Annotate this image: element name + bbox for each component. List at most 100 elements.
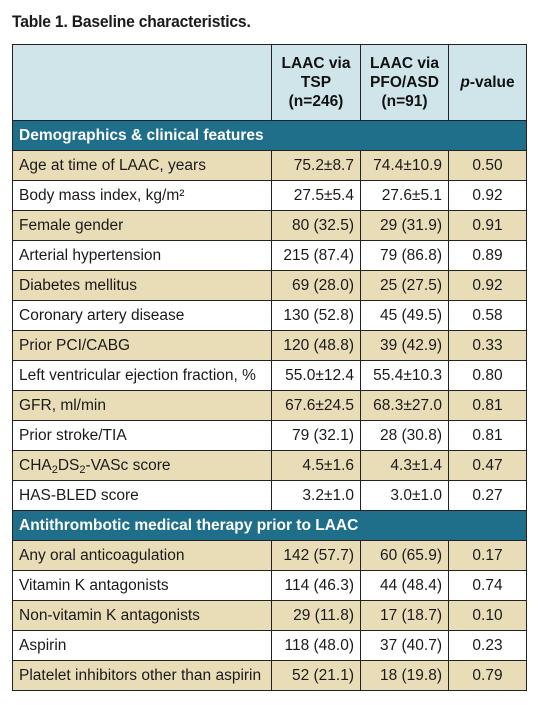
header-p-value: p-value <box>448 44 527 121</box>
header-row: LAAC via TSP (n=246) LAAC via PFO/ASD (n… <box>12 44 527 121</box>
value-pfo-asd: 39 (42.9) <box>360 330 449 361</box>
value-tsp: 52 (21.1) <box>271 660 361 691</box>
row-label: Arterial hypertension <box>12 240 272 271</box>
value-tsp: 29 (11.8) <box>271 600 361 631</box>
label-text: CHA <box>19 456 52 474</box>
value-p: 0.50 <box>448 150 527 181</box>
table-row: Coronary artery disease 130 (52.8) 45 (49.… <box>12 300 527 331</box>
table-row: Vitamin K antagonists 114 (46.3) 44 (48.4)… <box>12 570 527 601</box>
value-tsp: 69 (28.0) <box>271 270 361 301</box>
table-row: Arterial hypertension 215 (87.4) 79 (86.8)… <box>12 240 527 271</box>
section-header-row: Demographics & clinical features <box>12 120 527 151</box>
value-p: 0.17 <box>448 540 527 571</box>
table-row: Prior stroke/TIA 79 (32.1) 28 (30.8) 0.81 <box>12 420 527 451</box>
value-tsp: 27.5±5.4 <box>271 180 361 211</box>
value-pfo-asd: 25 (27.5) <box>360 270 449 301</box>
row-label: GFR, ml/min <box>12 390 272 421</box>
row-label: Prior PCI/CABG <box>12 330 272 361</box>
value-tsp: 3.2±1.0 <box>271 480 361 511</box>
table-row: Left ventricular ejection fraction, % 55.… <box>12 360 527 391</box>
value-pfo-asd: 79 (86.8) <box>360 240 449 271</box>
header-tsp: LAAC via TSP (n=246) <box>271 44 361 121</box>
value-pfo-asd: 3.0±1.0 <box>360 480 449 511</box>
row-label: Age at time of LAAC, years <box>12 150 272 181</box>
row-label: Aspirin <box>12 630 272 661</box>
baseline-characteristics-table: LAAC via TSP (n=246) LAAC via PFO/ASD (n… <box>12 44 527 691</box>
row-label: Diabetes mellitus <box>12 270 272 301</box>
value-tsp: 130 (52.8) <box>271 300 361 331</box>
row-label: Left ventricular ejection fraction, % <box>12 360 272 391</box>
value-pfo-asd: 68.3±27.0 <box>360 390 449 421</box>
value-pfo-asd: 74.4±10.9 <box>360 150 449 181</box>
value-p: 0.80 <box>448 360 527 391</box>
table-row: Diabetes mellitus 69 (28.0) 25 (27.5) 0.92 <box>12 270 527 301</box>
row-label: Non-vitamin K antagonists <box>12 600 272 631</box>
table-row: HAS-BLED score 3.2±1.0 3.0±1.0 0.27 <box>12 480 527 511</box>
value-p: 0.91 <box>448 210 527 241</box>
value-pfo-asd: 29 (31.9) <box>360 210 449 241</box>
value-pfo-asd: 28 (30.8) <box>360 420 449 451</box>
table-row: Female gender 80 (32.5) 29 (31.9) 0.91 <box>12 210 527 241</box>
value-pfo-asd: 4.3±1.4 <box>360 450 449 481</box>
subscript: 2 <box>51 463 58 476</box>
value-p: 0.79 <box>448 660 527 691</box>
value-pfo-asd: 27.6±5.1 <box>360 180 449 211</box>
value-p: 0.81 <box>448 390 527 421</box>
table-row: Any oral anticoagulation 142 (57.7) 60 (65… <box>12 540 527 571</box>
value-pfo-asd: 37 (40.7) <box>360 630 449 661</box>
value-p: 0.27 <box>448 480 527 511</box>
value-p: 0.10 <box>448 600 527 631</box>
value-tsp: 79 (32.1) <box>271 420 361 451</box>
table-row: Prior PCI/CABG 120 (48.8) 39 (42.9) 0.33 <box>12 330 527 361</box>
value-pfo-asd: 60 (65.9) <box>360 540 449 571</box>
value-p: 0.47 <box>448 450 527 481</box>
value-tsp: 215 (87.4) <box>271 240 361 271</box>
value-tsp: 114 (46.3) <box>271 570 361 601</box>
row-label: Platelet inhibitors other than aspirin <box>12 660 272 691</box>
label-text: DS <box>57 456 80 474</box>
value-p: 0.33 <box>448 330 527 361</box>
section-title: Antithrombotic medical therapy prior to … <box>12 510 527 541</box>
value-p: 0.92 <box>448 180 527 211</box>
row-label: CHA2DS2-VASc score <box>12 450 272 481</box>
section-header-row: Antithrombotic medical therapy prior to … <box>12 510 527 541</box>
value-tsp: 120 (48.8) <box>271 330 361 361</box>
table-row: Non-vitamin K antagonists 29 (11.8) 17 (18… <box>12 600 527 631</box>
value-pfo-asd: 45 (49.5) <box>360 300 449 331</box>
value-p: 0.81 <box>448 420 527 451</box>
row-label: Coronary artery disease <box>12 300 272 331</box>
section-title: Demographics & clinical features <box>12 120 527 151</box>
value-tsp: 142 (57.7) <box>271 540 361 571</box>
table-row: CHA2DS2-VASc score 4.5±1.6 4.3±1.4 0.47 <box>12 450 527 481</box>
table-row: Age at time of LAAC, years 75.2±8.7 74.4±1… <box>12 150 527 181</box>
table-title: Table 1. Baseline characteristics. <box>12 12 251 31</box>
value-tsp: 67.6±24.5 <box>271 390 361 421</box>
value-tsp: 80 (32.5) <box>271 210 361 241</box>
row-label: Any oral anticoagulation <box>12 540 272 571</box>
header-empty-cell <box>12 44 272 121</box>
row-label: Vitamin K antagonists <box>12 570 272 601</box>
value-p: 0.89 <box>448 240 527 271</box>
value-pfo-asd: 55.4±10.3 <box>360 360 449 391</box>
value-p: 0.58 <box>448 300 527 331</box>
value-pfo-asd: 44 (48.4) <box>360 570 449 601</box>
row-label: Prior stroke/TIA <box>12 420 272 451</box>
subscript: 2 <box>79 463 86 476</box>
value-p: 0.23 <box>448 630 527 661</box>
row-label: Female gender <box>12 210 272 241</box>
table-row: Body mass index, kg/m² 27.5±5.4 27.6±5.1 0.… <box>12 180 527 211</box>
row-label: Body mass index, kg/m² <box>12 180 272 211</box>
table-row: Platelet inhibitors other than aspirin 52… <box>12 660 527 691</box>
value-tsp: 4.5±1.6 <box>271 450 361 481</box>
value-tsp: 55.0±12.4 <box>271 360 361 391</box>
value-p: 0.92 <box>448 270 527 301</box>
label-text: -VASc score <box>85 456 171 474</box>
value-p: 0.74 <box>448 570 527 601</box>
table-body: Demographics & clinical features Age at t… <box>12 120 527 691</box>
header-pfo-asd: LAAC via PFO/ASD (n=91) <box>360 44 449 121</box>
table-row: Aspirin 118 (48.0) 37 (40.7) 0.23 <box>12 630 527 661</box>
value-tsp: 75.2±8.7 <box>271 150 361 181</box>
table-row: GFR, ml/min 67.6±24.5 68.3±27.0 0.81 <box>12 390 527 421</box>
value-pfo-asd: 17 (18.7) <box>360 600 449 631</box>
row-label: HAS-BLED score <box>12 480 272 511</box>
